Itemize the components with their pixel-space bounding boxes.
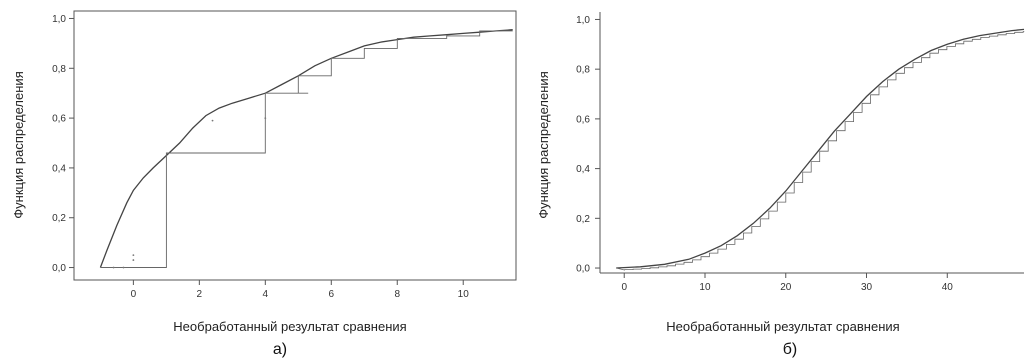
x-axis-title-a: Необработанный результат сравнения bbox=[173, 319, 406, 334]
y-tick-label: 1,0 bbox=[576, 15, 590, 26]
data-point bbox=[211, 119, 214, 122]
empirical-step-function bbox=[100, 30, 513, 268]
panel-label-b: б) bbox=[783, 341, 798, 358]
x-ticks-a: 0 2 4 6 8 10 bbox=[131, 280, 470, 300]
chart-panel-b: 0,0 0,2 0,4 0,6 0,8 1,0 0 10 20 30 40 Функция рас… bbox=[536, 12, 1025, 358]
y-axis-title-a: Функция распределения bbox=[11, 71, 26, 218]
data-point bbox=[112, 266, 115, 269]
x-axis-title-b: Необработанный результат сравнения bbox=[666, 319, 899, 334]
x-tick-label: 10 bbox=[458, 289, 470, 300]
empirical-step-function bbox=[616, 31, 1025, 271]
x-tick-label: 8 bbox=[394, 289, 400, 300]
series-group-a bbox=[99, 29, 513, 269]
y-tick-label: 0,2 bbox=[576, 214, 590, 225]
distribution-curve bbox=[99, 29, 513, 268]
y-tick-label: 0,6 bbox=[576, 114, 590, 125]
plot-frame-a bbox=[73, 10, 517, 281]
y-tick-label: 0,4 bbox=[576, 164, 590, 175]
series-group-b bbox=[616, 28, 1025, 271]
x-tick-label: 30 bbox=[861, 282, 873, 293]
y-tick-label: 0,4 bbox=[52, 163, 66, 174]
x-tick-label: 4 bbox=[263, 289, 269, 300]
x-tick-label: 6 bbox=[329, 289, 335, 300]
y-tick-label: 0,0 bbox=[52, 263, 66, 274]
x-ticks-b: 0 10 20 30 40 bbox=[621, 273, 953, 293]
y-tick-label: 1,0 bbox=[52, 14, 66, 25]
y-tick-label: 0,0 bbox=[576, 264, 590, 275]
x-tick-label: 10 bbox=[699, 282, 711, 293]
y-ticks-b: 0,0 0,2 0,4 0,6 0,8 1,0 bbox=[576, 15, 600, 275]
data-point bbox=[122, 266, 125, 269]
y-tick-label: 0,6 bbox=[52, 114, 66, 125]
y-tick-label: 0,8 bbox=[52, 64, 66, 75]
y-tick-label: 0,2 bbox=[52, 213, 66, 224]
data-point bbox=[132, 254, 135, 256]
y-axis-title-b: Функция распределения bbox=[536, 71, 551, 218]
data-point bbox=[132, 259, 135, 261]
x-tick-label: 2 bbox=[197, 289, 203, 300]
distribution-curve bbox=[616, 28, 1025, 269]
x-tick-label: 0 bbox=[131, 289, 137, 300]
x-tick-label: 20 bbox=[780, 282, 792, 293]
panel-label-a: а) bbox=[273, 341, 287, 358]
x-tick-label: 0 bbox=[621, 282, 627, 293]
x-tick-label: 40 bbox=[942, 282, 954, 293]
data-point bbox=[264, 117, 267, 120]
chart-panel-a: 0,0 0,2 0,4 0,6 0,8 1,0 0 2 4 6 8 10 Функция распр… bbox=[11, 10, 517, 358]
y-ticks-a: 0,0 0,2 0,4 0,6 0,8 1,0 bbox=[52, 14, 74, 274]
y-tick-label: 0,8 bbox=[576, 65, 590, 76]
